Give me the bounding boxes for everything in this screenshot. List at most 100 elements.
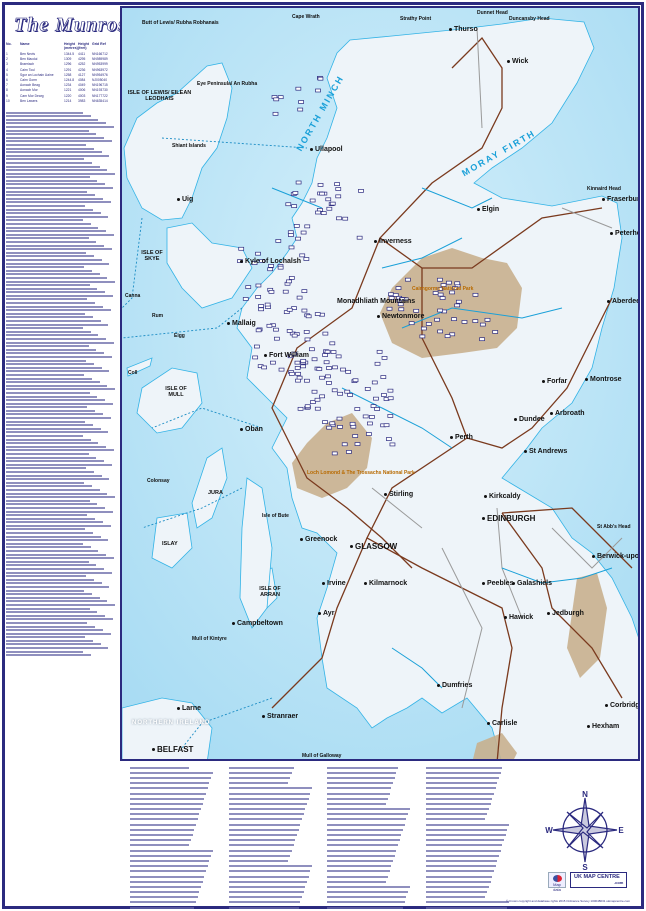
munro-marker[interactable]	[288, 245, 295, 250]
munro-marker[interactable]	[425, 322, 432, 326]
munro-marker[interactable]	[388, 292, 394, 297]
munro-marker[interactable]	[354, 407, 361, 411]
munro-marker[interactable]	[322, 331, 329, 336]
town-montrose[interactable]: Montrose	[585, 376, 622, 383]
town-campbeltown[interactable]: Campbeltown	[232, 620, 283, 627]
town-larne[interactable]: Larne	[177, 705, 201, 712]
munro-marker[interactable]	[316, 367, 323, 371]
munro-marker[interactable]	[315, 210, 321, 215]
munro-marker[interactable]	[300, 358, 307, 363]
munro-marker[interactable]	[362, 414, 369, 419]
munro-marker[interactable]	[386, 306, 393, 311]
munro-marker[interactable]	[366, 432, 372, 436]
munro-marker[interactable]	[325, 197, 332, 202]
munro-marker[interactable]	[387, 414, 394, 418]
munro-marker[interactable]	[296, 295, 303, 300]
munro-marker[interactable]	[295, 236, 301, 241]
munro-marker[interactable]	[301, 289, 308, 293]
munro-marker[interactable]	[389, 442, 396, 447]
town-forfar[interactable]: Forfar	[542, 378, 567, 385]
munro-marker[interactable]	[373, 396, 379, 401]
munro-marker[interactable]	[252, 355, 259, 360]
munro-marker[interactable]	[358, 188, 364, 193]
munro-marker[interactable]	[346, 450, 352, 454]
munro-marker[interactable]	[322, 353, 328, 357]
town-arbroath[interactable]: Arbroath	[550, 410, 585, 417]
munro-marker[interactable]	[369, 415, 375, 419]
town-jedburgh[interactable]: Jedburgh	[547, 610, 584, 617]
town-standrews[interactable]: St Andrews	[524, 448, 567, 455]
munro-marker[interactable]	[298, 100, 304, 104]
town-hawick[interactable]: Hawick	[504, 614, 533, 621]
munro-marker[interactable]	[336, 416, 343, 421]
munro-marker[interactable]	[294, 360, 301, 365]
munro-marker[interactable]	[285, 202, 292, 207]
munro-marker[interactable]	[326, 366, 332, 370]
munro-marker[interactable]	[277, 265, 284, 270]
munro-marker[interactable]	[323, 360, 330, 365]
munro-marker[interactable]	[304, 337, 311, 342]
munro-marker[interactable]	[319, 394, 325, 399]
munro-marker[interactable]	[309, 347, 315, 352]
munro-marker[interactable]	[344, 389, 351, 394]
munro-marker[interactable]	[336, 216, 342, 221]
munro-marker[interactable]	[319, 191, 326, 196]
munro-marker[interactable]	[283, 310, 290, 314]
munro-marker[interactable]	[398, 307, 405, 312]
munro-marker[interactable]	[320, 211, 327, 215]
munro-marker[interactable]	[374, 407, 380, 411]
munro-marker[interactable]	[288, 233, 294, 237]
munro-marker[interactable]	[286, 307, 293, 312]
munro-marker[interactable]	[293, 224, 300, 228]
munro-marker[interactable]	[405, 277, 411, 282]
town-elgin[interactable]: Elgin	[477, 206, 499, 213]
munro-marker[interactable]	[332, 365, 338, 370]
munro-marker[interactable]	[303, 330, 310, 334]
munro-marker[interactable]	[297, 406, 304, 411]
map[interactable]: NORTH MINCH MORAY FIRTH ISLE OF LEWIS/ E…	[120, 6, 640, 761]
munro-marker[interactable]	[289, 371, 295, 376]
munro-marker[interactable]	[254, 344, 260, 349]
munro-marker[interactable]	[472, 292, 479, 297]
munro-marker[interactable]	[255, 251, 261, 256]
munro-marker[interactable]	[492, 330, 499, 334]
munro-marker[interactable]	[311, 357, 318, 362]
munro-marker[interactable]	[274, 336, 280, 341]
munro-marker[interactable]	[277, 95, 284, 100]
munro-marker[interactable]	[315, 88, 321, 93]
munro-marker[interactable]	[479, 337, 485, 342]
munro-marker[interactable]	[356, 235, 363, 240]
munro-marker[interactable]	[278, 367, 285, 372]
town-newtonmore[interactable]: Newtonmore	[377, 313, 424, 320]
town-penrith[interactable]: Penrith	[540, 760, 569, 761]
town-peebles[interactable]: Peebles	[482, 580, 513, 587]
munro-marker[interactable]	[295, 378, 301, 383]
town-hexham[interactable]: Hexham	[587, 723, 619, 730]
munro-marker[interactable]	[245, 285, 252, 289]
munro-marker[interactable]	[311, 389, 318, 394]
munro-marker[interactable]	[282, 289, 289, 294]
munro-marker[interactable]	[352, 378, 359, 383]
munro-marker[interactable]	[381, 356, 388, 360]
munro-marker[interactable]	[395, 286, 402, 290]
munro-marker[interactable]	[264, 302, 271, 307]
munro-marker[interactable]	[399, 297, 405, 302]
munro-marker[interactable]	[451, 317, 457, 322]
munro-marker[interactable]	[413, 308, 420, 313]
munro-marker[interactable]	[304, 404, 311, 409]
munro-marker[interactable]	[303, 257, 310, 261]
munro-marker[interactable]	[484, 317, 491, 322]
munro-marker[interactable]	[255, 283, 262, 288]
munro-marker[interactable]	[354, 442, 361, 446]
munro-marker[interactable]	[329, 341, 336, 346]
town-belfast[interactable]: BELFAST	[152, 745, 193, 754]
munro-marker[interactable]	[367, 421, 373, 426]
munro-marker[interactable]	[337, 391, 343, 396]
town-ullapool[interactable]: Ullapool	[310, 146, 343, 153]
munro-marker[interactable]	[314, 312, 321, 316]
munro-marker[interactable]	[370, 404, 377, 408]
munro-marker[interactable]	[301, 308, 308, 313]
munro-marker[interactable]	[297, 107, 304, 112]
munro-marker[interactable]	[304, 378, 310, 383]
munro-marker[interactable]	[288, 276, 295, 280]
